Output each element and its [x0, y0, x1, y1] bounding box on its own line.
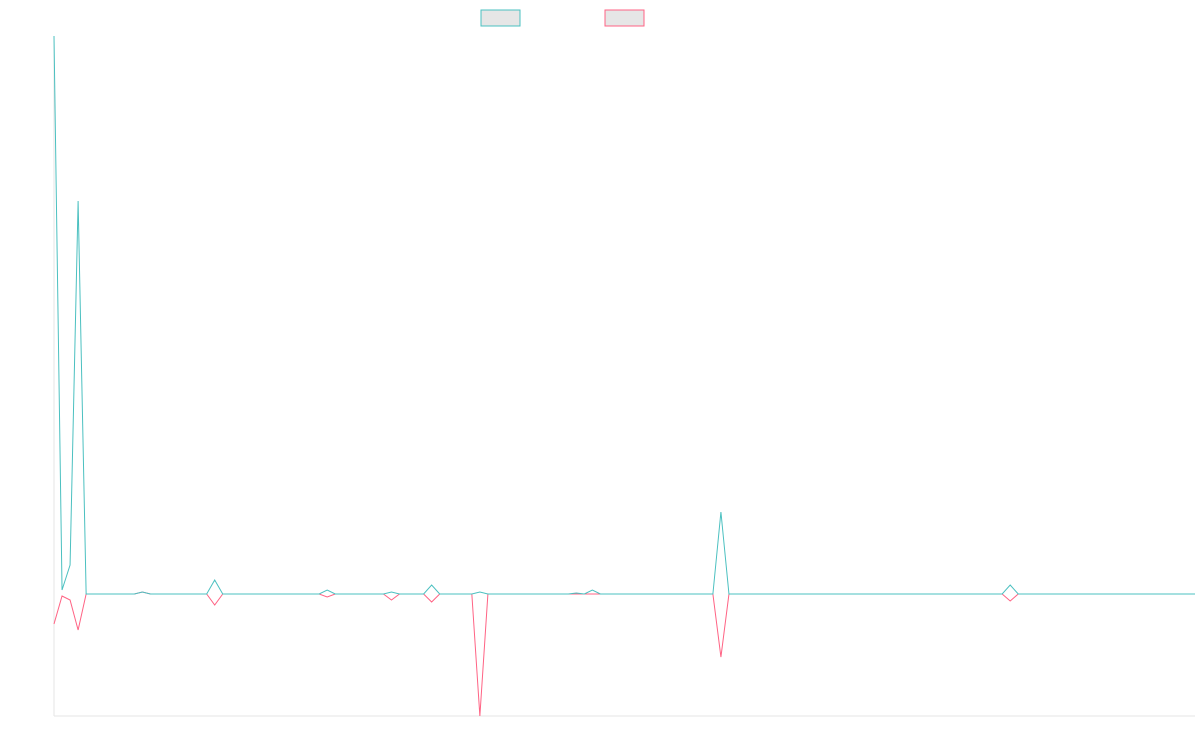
series-line — [53, 591, 1195, 717]
legend-swatch — [480, 9, 521, 27]
series-line — [53, 35, 1195, 595]
legend-swatch — [604, 9, 645, 27]
